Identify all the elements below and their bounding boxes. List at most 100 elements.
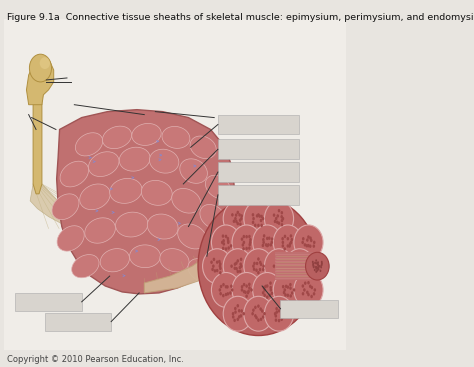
Ellipse shape	[319, 270, 321, 272]
Ellipse shape	[234, 307, 237, 310]
Ellipse shape	[238, 213, 241, 217]
Ellipse shape	[237, 317, 239, 321]
Ellipse shape	[180, 159, 208, 184]
Ellipse shape	[223, 249, 252, 284]
Ellipse shape	[283, 288, 286, 292]
Ellipse shape	[254, 314, 256, 317]
Ellipse shape	[274, 312, 276, 316]
Ellipse shape	[300, 262, 302, 265]
Ellipse shape	[278, 260, 280, 263]
FancyBboxPatch shape	[218, 185, 299, 205]
Ellipse shape	[222, 242, 225, 246]
Ellipse shape	[225, 235, 228, 238]
Ellipse shape	[248, 283, 251, 286]
Ellipse shape	[292, 265, 295, 268]
Ellipse shape	[257, 319, 260, 322]
Ellipse shape	[318, 268, 319, 270]
Ellipse shape	[282, 241, 284, 244]
Ellipse shape	[240, 309, 243, 313]
Ellipse shape	[283, 247, 286, 251]
Ellipse shape	[266, 295, 269, 299]
Ellipse shape	[298, 261, 301, 264]
Ellipse shape	[243, 283, 246, 286]
Ellipse shape	[119, 147, 150, 171]
Ellipse shape	[281, 211, 283, 214]
Ellipse shape	[202, 249, 232, 284]
Ellipse shape	[266, 244, 269, 247]
Text: Copyright © 2010 Pearson Education, Inc.: Copyright © 2010 Pearson Education, Inc.	[7, 355, 183, 364]
Ellipse shape	[262, 241, 265, 244]
Ellipse shape	[315, 266, 317, 269]
Ellipse shape	[227, 292, 229, 295]
Ellipse shape	[307, 281, 310, 284]
Ellipse shape	[301, 284, 304, 288]
Ellipse shape	[241, 288, 243, 292]
Ellipse shape	[302, 237, 305, 240]
Ellipse shape	[246, 247, 248, 250]
Ellipse shape	[231, 213, 234, 217]
Ellipse shape	[222, 247, 225, 250]
Polygon shape	[33, 95, 42, 194]
Ellipse shape	[301, 271, 304, 275]
Ellipse shape	[316, 269, 318, 272]
Ellipse shape	[318, 266, 319, 268]
Ellipse shape	[250, 288, 253, 292]
Ellipse shape	[223, 296, 252, 331]
Ellipse shape	[222, 235, 224, 238]
Ellipse shape	[310, 286, 313, 289]
Ellipse shape	[233, 319, 236, 322]
Ellipse shape	[237, 211, 239, 214]
Ellipse shape	[294, 225, 323, 260]
Ellipse shape	[303, 288, 306, 292]
Ellipse shape	[242, 243, 244, 247]
Ellipse shape	[178, 224, 207, 249]
Ellipse shape	[265, 243, 267, 247]
Ellipse shape	[72, 255, 99, 278]
Ellipse shape	[312, 264, 314, 266]
Ellipse shape	[262, 217, 264, 220]
Ellipse shape	[262, 291, 264, 295]
Ellipse shape	[315, 267, 317, 270]
Ellipse shape	[315, 262, 317, 265]
Ellipse shape	[306, 252, 329, 280]
Ellipse shape	[257, 257, 260, 261]
Ellipse shape	[319, 265, 321, 268]
Ellipse shape	[228, 246, 230, 250]
Ellipse shape	[109, 178, 142, 203]
Ellipse shape	[249, 238, 252, 241]
Ellipse shape	[198, 197, 319, 335]
Ellipse shape	[280, 270, 283, 273]
Ellipse shape	[263, 234, 265, 237]
Ellipse shape	[239, 222, 242, 226]
Ellipse shape	[244, 291, 247, 294]
Ellipse shape	[226, 285, 229, 288]
Ellipse shape	[253, 225, 282, 260]
Ellipse shape	[307, 235, 310, 239]
Ellipse shape	[89, 152, 119, 177]
Ellipse shape	[240, 265, 243, 268]
Ellipse shape	[239, 270, 242, 273]
Ellipse shape	[252, 213, 254, 217]
Ellipse shape	[275, 310, 278, 314]
Ellipse shape	[293, 288, 295, 292]
Ellipse shape	[269, 281, 272, 285]
Ellipse shape	[318, 266, 319, 268]
Ellipse shape	[234, 217, 237, 220]
Ellipse shape	[268, 236, 271, 240]
Ellipse shape	[313, 266, 315, 268]
Ellipse shape	[289, 286, 292, 290]
Ellipse shape	[273, 225, 302, 260]
Ellipse shape	[232, 273, 261, 308]
Ellipse shape	[289, 242, 292, 246]
Ellipse shape	[309, 236, 312, 240]
Ellipse shape	[252, 217, 255, 220]
Ellipse shape	[248, 246, 251, 250]
Text: Figure 9.1a  Connective tissue sheaths of skeletal muscle: epimysium, perimysium: Figure 9.1a Connective tissue sheaths of…	[7, 12, 474, 22]
Polygon shape	[27, 58, 54, 105]
Ellipse shape	[260, 215, 263, 218]
Ellipse shape	[29, 54, 52, 82]
Ellipse shape	[304, 281, 307, 285]
Ellipse shape	[288, 244, 291, 248]
Ellipse shape	[257, 224, 260, 227]
Ellipse shape	[216, 269, 219, 272]
